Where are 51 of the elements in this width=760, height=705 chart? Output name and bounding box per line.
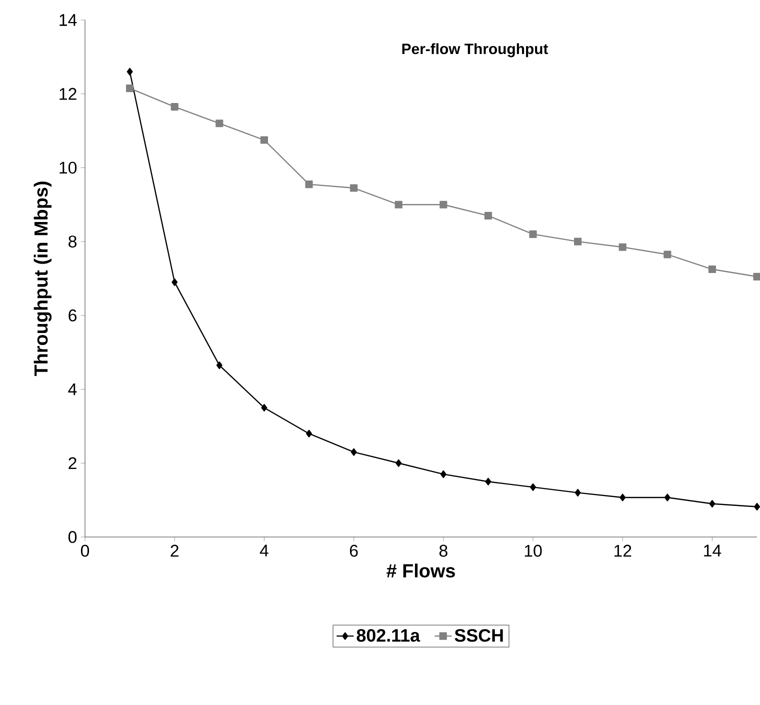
y-tick-label: 0 bbox=[68, 531, 77, 543]
point bbox=[216, 120, 224, 128]
y-tick-label: 4 bbox=[68, 383, 77, 396]
point bbox=[261, 404, 268, 412]
point bbox=[530, 483, 536, 491]
point bbox=[394, 200, 402, 208]
point bbox=[216, 361, 222, 370]
x-tick-label: 14 bbox=[704, 544, 722, 556]
point bbox=[664, 494, 670, 502]
point bbox=[440, 470, 446, 478]
x-tick-label: 0 bbox=[80, 544, 90, 557]
point bbox=[305, 180, 313, 188]
point bbox=[170, 102, 178, 111]
y-tick-label: 12 bbox=[60, 88, 76, 100]
point bbox=[664, 250, 672, 258]
point bbox=[126, 84, 134, 92]
x-tick-label: 6 bbox=[350, 544, 358, 557]
x-axis-title: # Flows bbox=[386, 564, 455, 578]
point bbox=[485, 478, 492, 486]
point bbox=[574, 238, 582, 246]
legend-label: 802.11a bbox=[356, 629, 420, 642]
point bbox=[753, 272, 760, 280]
point bbox=[172, 278, 178, 286]
point bbox=[350, 448, 357, 456]
point bbox=[126, 68, 133, 76]
point bbox=[529, 230, 537, 238]
point bbox=[260, 136, 268, 144]
y-tick-label: 14 bbox=[60, 14, 77, 26]
x-tick-label: 12 bbox=[614, 544, 632, 557]
y-tick-label: 2 bbox=[68, 457, 76, 470]
point bbox=[754, 502, 760, 511]
point bbox=[484, 212, 492, 220]
point bbox=[708, 265, 716, 274]
y-tick-label: 10 bbox=[60, 162, 77, 174]
point bbox=[440, 200, 448, 208]
text: Per-flow Throughput bbox=[402, 43, 548, 58]
y-tick-label: 6 bbox=[68, 309, 76, 322]
y-tick-label: 8 bbox=[68, 236, 76, 248]
point bbox=[306, 430, 312, 438]
point bbox=[618, 243, 626, 251]
x-tick-label: 4 bbox=[260, 544, 268, 556]
point bbox=[350, 184, 358, 192]
y-axis-title: Throughput (in Mbps) bbox=[34, 182, 52, 376]
x-tick-label: 10 bbox=[524, 544, 542, 557]
legend-label: SSCH bbox=[454, 629, 503, 642]
point bbox=[396, 459, 402, 467]
x-tick-label: 8 bbox=[439, 544, 448, 557]
point bbox=[574, 488, 581, 496]
point bbox=[709, 500, 716, 508]
point bbox=[620, 494, 626, 502]
x-tick-label: 2 bbox=[170, 544, 178, 557]
